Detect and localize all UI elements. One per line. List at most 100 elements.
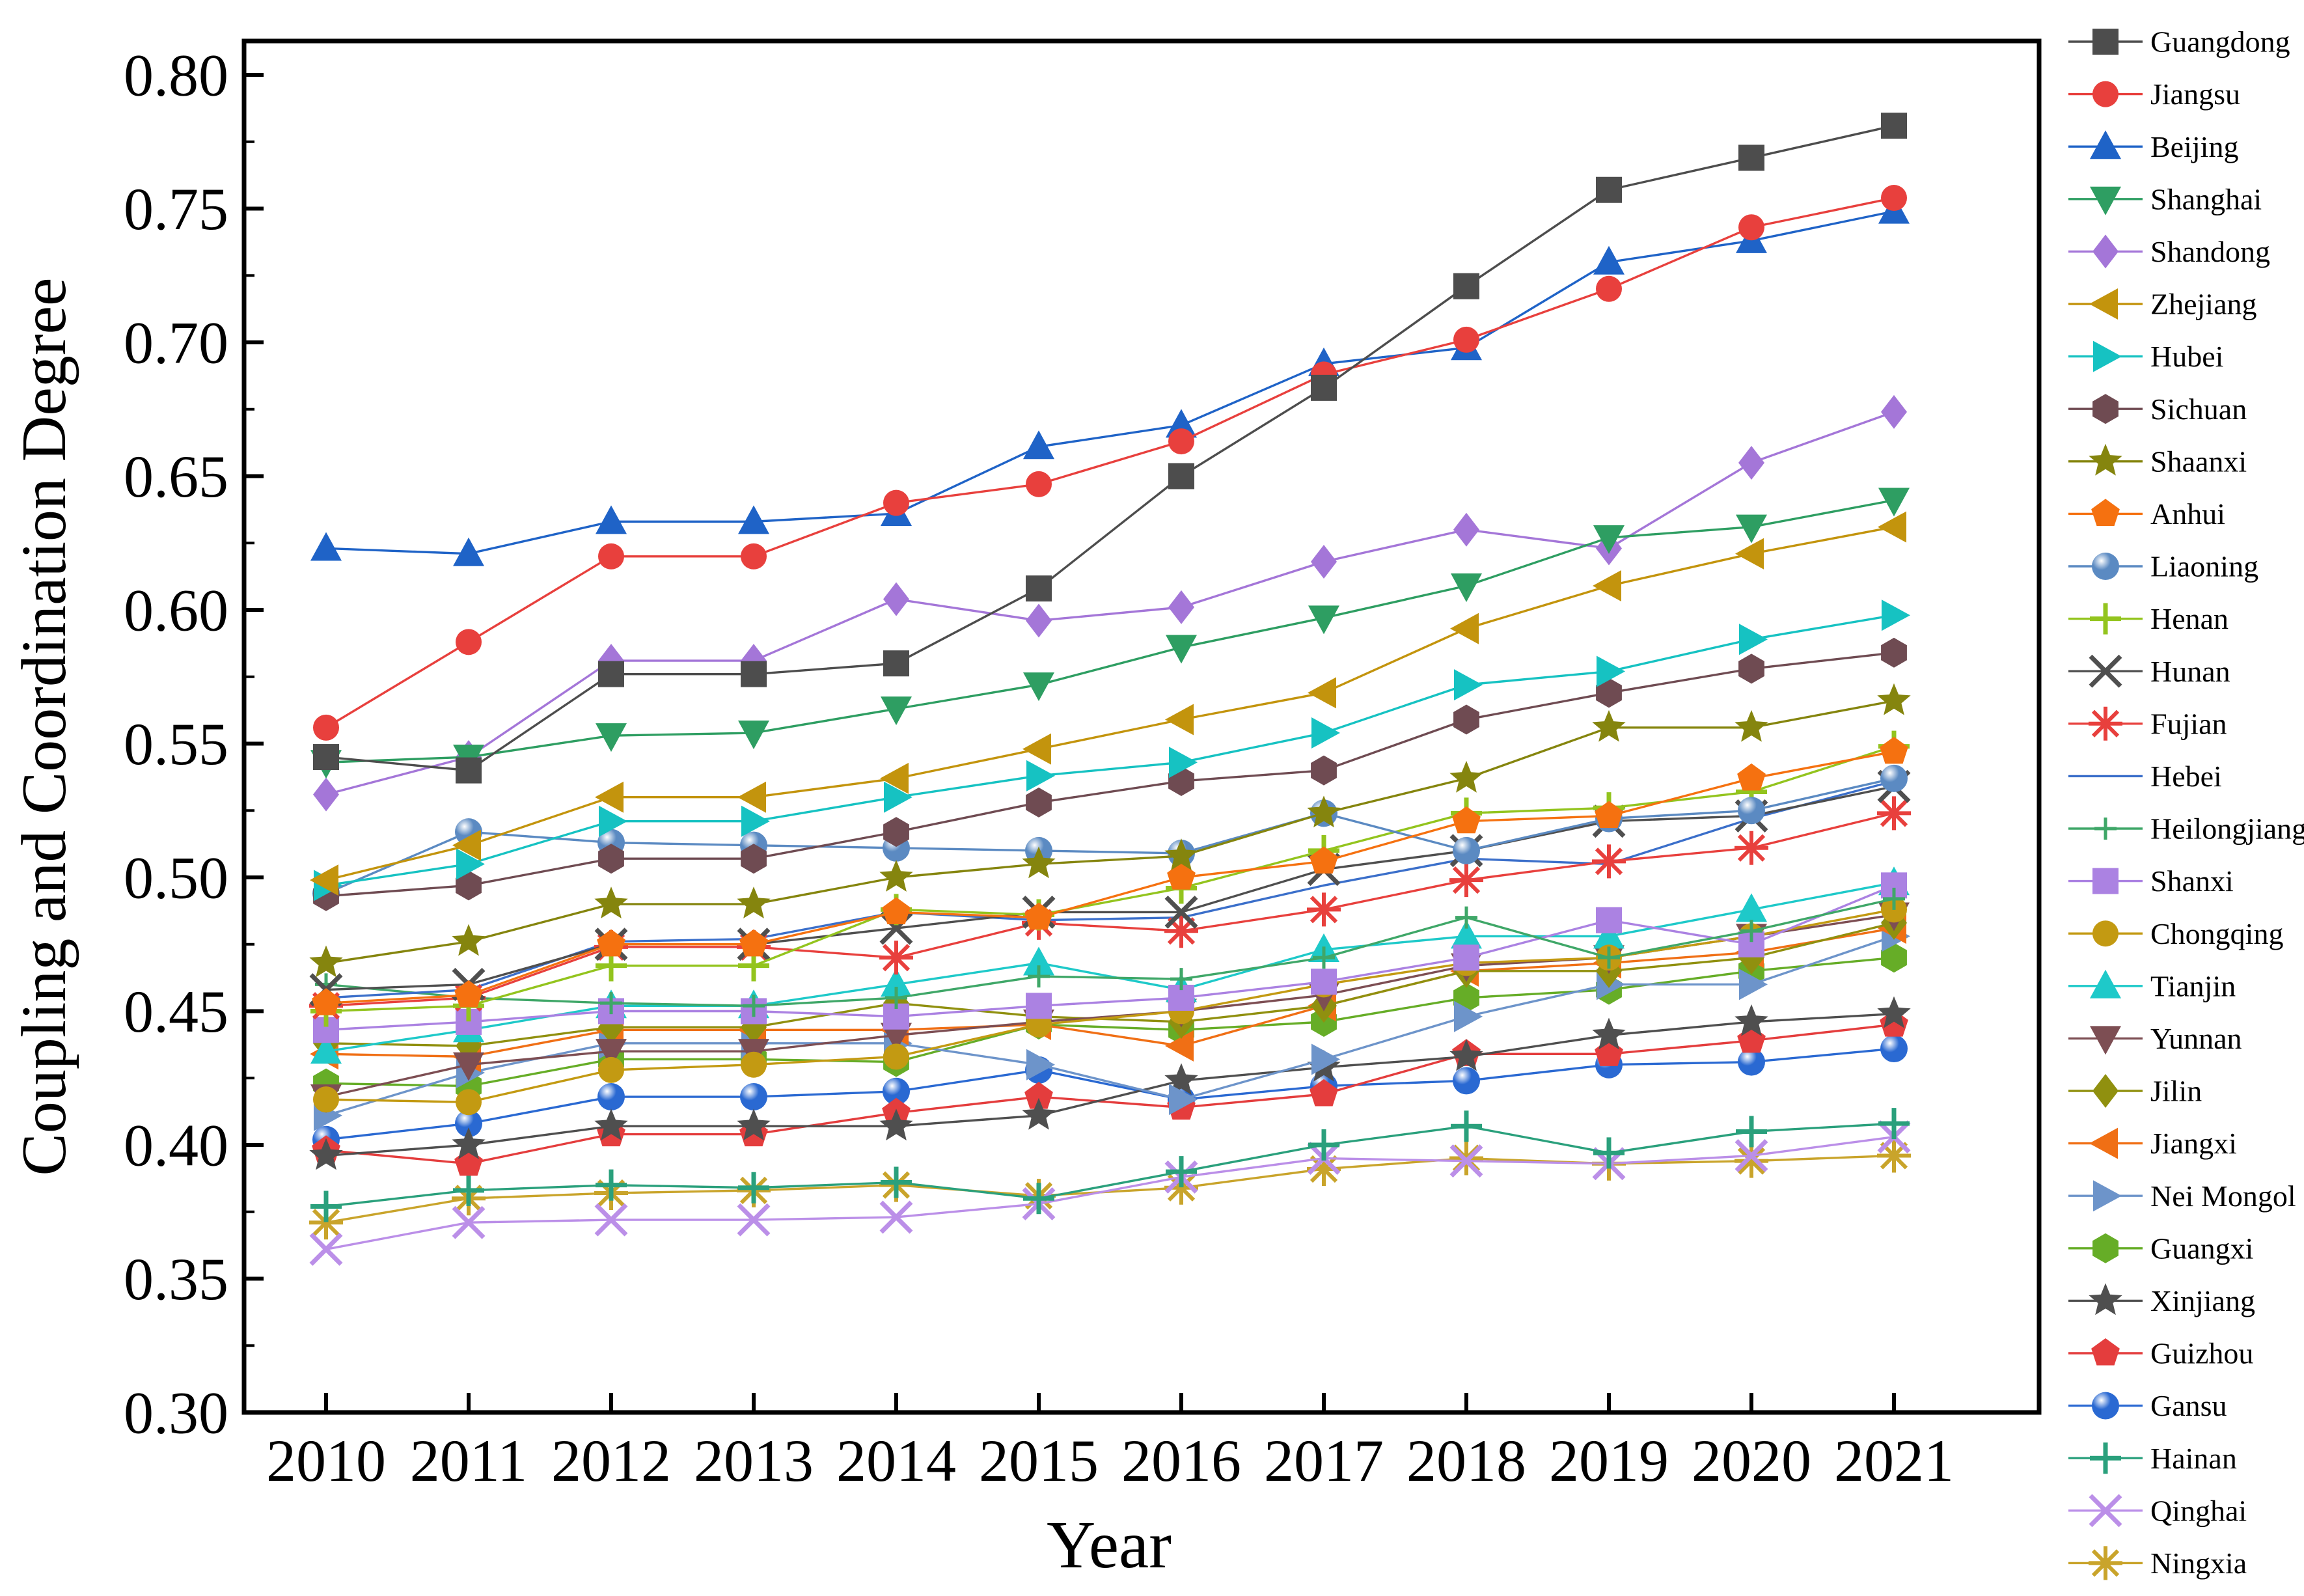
series-line <box>325 1012 1895 1157</box>
series-line <box>325 898 1895 1007</box>
legend-item-shandong: Shandong <box>2068 234 2270 269</box>
x-tick-label: 2014 <box>836 1427 956 1494</box>
series-line <box>325 777 1895 895</box>
legend-item-liaoning: Liaoning <box>2068 550 2258 583</box>
x-tick-label: 2011 <box>410 1427 528 1494</box>
series-line <box>325 922 1895 1047</box>
x-tick-label: 2013 <box>694 1427 814 1494</box>
y-tick-label: 0.80 <box>124 42 228 108</box>
legend-item-shanxi: Shanxi <box>2068 864 2234 898</box>
legend-label: Hainan <box>2150 1442 2237 1475</box>
y-tick-label: 0.45 <box>124 978 228 1045</box>
legend-item-heilongjiang: Heilongjiang <box>2068 812 2304 846</box>
x-tick-label: 2018 <box>1406 1427 1526 1494</box>
legend-label: Heilongjiang <box>2150 812 2304 846</box>
series-hebei <box>325 780 1895 999</box>
series-line <box>325 124 1895 772</box>
series-heilongjiang <box>315 887 1905 1017</box>
legend-label: Fujian <box>2150 707 2227 740</box>
x-tick-label: 2015 <box>979 1427 1099 1494</box>
legend-label: Hubei <box>2150 340 2223 373</box>
x-tick-label: 2012 <box>551 1427 671 1494</box>
legend-item-qinghai: Qinghai <box>2068 1494 2247 1527</box>
legend-label: Guizhou <box>2150 1337 2253 1370</box>
series-gansu <box>312 1035 1908 1153</box>
y-tick-label: 0.30 <box>124 1379 228 1446</box>
axes: 0.30 0.35 0.40 0.45 0.50 0.55 0.60 0.65 0.70 0.75… <box>124 42 1954 1494</box>
series-zhejiang <box>310 511 1906 896</box>
series-group <box>309 113 1911 1266</box>
legend-label: Jiangsu <box>2150 77 2240 111</box>
series-line <box>325 652 1895 898</box>
x-tick-label: 2017 <box>1264 1427 1384 1494</box>
series-line <box>325 884 1895 1031</box>
series-line <box>325 1122 1895 1208</box>
legend-label: Sichuan <box>2150 392 2247 426</box>
series-line <box>325 700 1895 965</box>
series-liaoning <box>312 764 1908 907</box>
x-tick-label: 2021 <box>1834 1427 1954 1494</box>
series-line <box>325 614 1895 887</box>
series-xinjiang <box>309 996 1911 1170</box>
legend-item-jiangsu: Jiangsu <box>2068 77 2240 111</box>
legend-label: Hunan <box>2150 655 2230 688</box>
legend-label: Henan <box>2150 602 2229 635</box>
series-shaanxi <box>309 683 1911 978</box>
y-tick-label: 0.50 <box>124 844 228 911</box>
legend-item-chongqing: Chongqing <box>2068 917 2283 950</box>
legend-label: Gansu <box>2150 1389 2227 1422</box>
legend-label: Guangdong <box>2150 25 2290 59</box>
series-hunan <box>309 769 1911 1007</box>
plot-frame <box>241 38 2042 1415</box>
series-line <box>325 935 1895 1117</box>
legend-item-nei-mongol: Nei Mongol <box>2068 1179 2296 1213</box>
series-line <box>325 1135 1895 1250</box>
series-hubei <box>314 599 1910 901</box>
legend-label: Zhejiang <box>2150 288 2257 321</box>
legend-label: Shaanxi <box>2150 445 2247 478</box>
legend-label: Shanghai <box>2150 182 2262 215</box>
legend-label: Hebei <box>2150 760 2222 793</box>
series-nei-mongol <box>314 920 1910 1131</box>
series-line <box>325 745 1895 1013</box>
legend-item-fujian: Fujian <box>2068 706 2227 741</box>
legend-label: Shanxi <box>2150 864 2234 898</box>
series-guangdong <box>313 113 1907 784</box>
legend-label: Guangxi <box>2150 1231 2253 1265</box>
series-shandong <box>313 394 1907 812</box>
legend-item-anhui: Anhui <box>2068 497 2225 530</box>
legend-item-hunan: Hunan <box>2068 654 2230 688</box>
series-line <box>325 750 1895 1004</box>
y-tick-label: 0.60 <box>124 577 228 643</box>
legend-item-shaanxi: Shaanxi <box>2068 443 2247 478</box>
legend-label: Yunnan <box>2150 1022 2242 1055</box>
legend-item-sichuan: Sichuan <box>2068 392 2247 426</box>
legend-label: Ningxia <box>2150 1547 2247 1580</box>
legend-item-henan: Henan <box>2068 602 2229 635</box>
series-beijing <box>310 195 1910 566</box>
legend-item-yunnan: Yunnan <box>2068 1022 2242 1055</box>
series-line <box>325 411 1895 796</box>
legend-item-gansu: Gansu <box>2068 1389 2227 1422</box>
series-line <box>325 1047 1895 1141</box>
legend-label: Beijing <box>2150 130 2238 163</box>
legend-label: Qinghai <box>2150 1494 2247 1527</box>
y-tick-label: 0.65 <box>124 443 228 510</box>
legend-item-tianjin: Tianjin <box>2068 969 2236 1002</box>
x-tick-label: 2010 <box>266 1427 386 1494</box>
legend-item-beijing: Beijing <box>2068 130 2238 163</box>
y-tick-label: 0.70 <box>124 309 228 376</box>
series-hainan <box>310 1108 1910 1222</box>
y-tick-label: 0.75 <box>124 176 228 242</box>
legend: Guangdong Jiangsu Beijing Shanghai Shandong Z… <box>2068 25 2304 1580</box>
y-tick-label: 0.55 <box>124 711 228 777</box>
legend-item-guangxi: Guangxi <box>2068 1231 2253 1265</box>
series-line <box>325 1154 1895 1224</box>
series-line <box>325 197 1895 729</box>
series-line <box>325 780 1895 999</box>
series-line <box>325 525 1895 881</box>
legend-item-guangdong: Guangdong <box>2068 25 2290 59</box>
series-line <box>325 499 1895 764</box>
